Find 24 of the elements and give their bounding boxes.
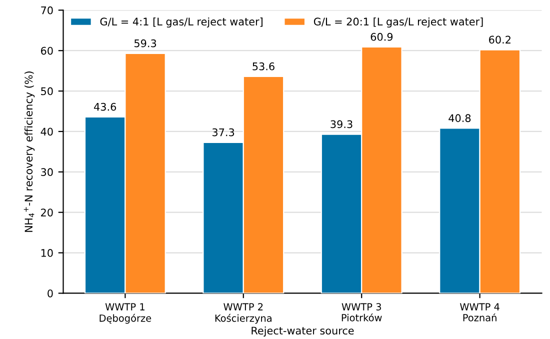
y-tick-label: 70 [41, 6, 53, 14]
data-label: 53.6 [252, 62, 274, 70]
data-label: 59.3 [134, 39, 156, 48]
data-label: 60.9 [370, 32, 393, 41]
y-tick-label: 60 [41, 46, 53, 55]
y-axis-title: NH$_{4}$$^{+}$-N recovery efficiency (%) [24, 71, 35, 232]
x-tick-label: WWTP 1 Dębogórze [100, 303, 152, 324]
y-tick-label: 40 [40, 128, 53, 136]
y-tick-label: 20 [41, 208, 53, 216]
y-tick-label: 10 [41, 249, 53, 257]
x-tick-label: WWTP 2 Kościerzyna [215, 303, 272, 324]
data-label: 43.6 [94, 102, 116, 111]
x-tick-label: WWTP 4 Poznań [460, 303, 500, 322]
y-tick-label: 50 [41, 87, 53, 96]
data-label: 37.3 [212, 128, 234, 136]
x-axis-title: Reject-water source [252, 326, 354, 337]
data-label: 60.2 [489, 36, 510, 44]
x-tick-label: WWTP 3 Piotrków [342, 303, 382, 322]
data-label: 39.3 [330, 120, 352, 128]
data-label: 40.8 [448, 114, 471, 122]
legend-label: G/L = 20:1 [L gas/L reject water] [314, 17, 483, 28]
legend-label: G/L = 4:1 [L gas/L reject water] [100, 17, 262, 28]
y-tick-label: 30 [41, 168, 53, 176]
y-tick-label: 0 [48, 289, 53, 298]
